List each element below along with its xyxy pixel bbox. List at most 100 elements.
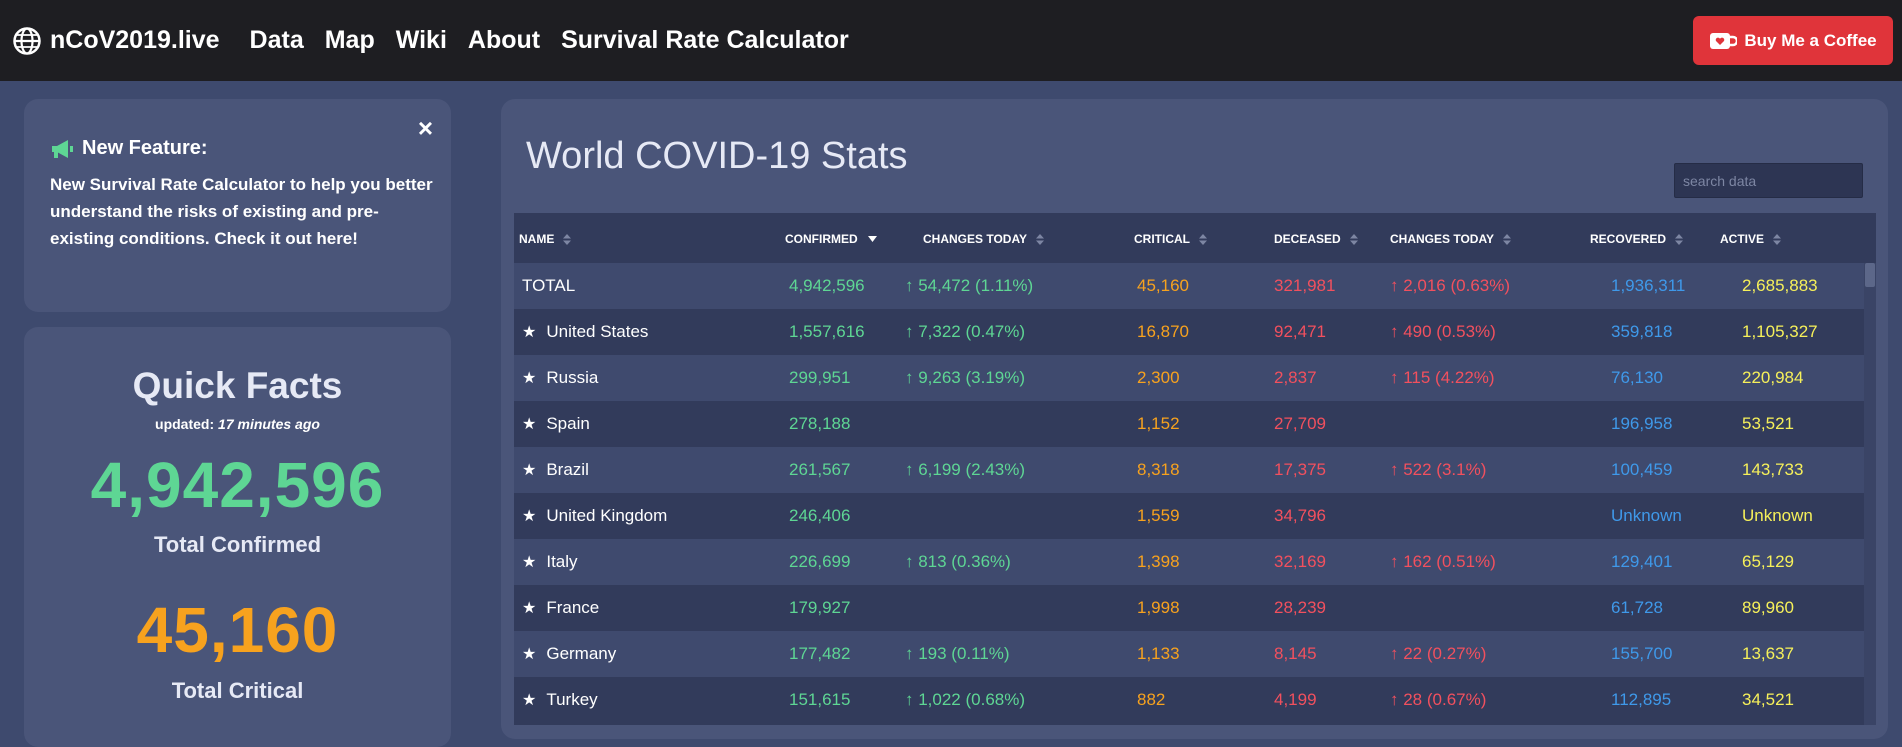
sort-desc-icon <box>867 236 877 242</box>
search-input[interactable] <box>1674 163 1863 198</box>
th-active[interactable]: ACTIVE <box>1720 232 1782 246</box>
cell-deceased-value: 8,145 <box>1274 644 1317 663</box>
nav-link-wiki[interactable]: Wiki <box>395 26 447 54</box>
cell-recovered: 155,700 <box>1611 631 1672 677</box>
cell-active-value: 34,521 <box>1742 690 1794 709</box>
cell-active: 89,960 <box>1742 585 1794 631</box>
cell-recovered-value: 76,130 <box>1611 368 1663 387</box>
buy-me-a-coffee-button[interactable]: Buy Me a Coffee <box>1693 16 1893 65</box>
cell-active: 1,105,327 <box>1742 309 1818 355</box>
nav-link-about[interactable]: About <box>467 26 541 54</box>
cell-confirmed-value: 177,482 <box>789 644 851 663</box>
cell-name: ★ Russia <box>522 355 598 401</box>
table-row[interactable]: ★ France 179,927 1,998 28,239 61,728 89,960 <box>514 585 1864 631</box>
updated-time: updated: 17 minutes ago <box>24 416 451 432</box>
table-row[interactable]: ★ Brazil 261,567 ↑ 6,199 (2.43%) 8,318 17,375… <box>514 447 1864 493</box>
cell-confirmed-value: 179,927 <box>789 598 851 617</box>
cell-deceased-change-value: ↑ 22 (0.27%) <box>1390 644 1487 663</box>
cell-name: TOTAL <box>522 263 575 309</box>
cell-deceased-change-value: ↑ 490 (0.53%) <box>1390 322 1496 341</box>
cell-confirmed-change: ↑ 7,322 (0.47%) <box>905 309 1025 355</box>
cell-critical: 882 <box>1137 677 1165 723</box>
star-icon[interactable]: ★ <box>522 646 537 663</box>
cell-critical-value: 1,152 <box>1137 414 1180 433</box>
nav-link-map[interactable]: Map <box>324 26 375 54</box>
star-icon[interactable]: ★ <box>522 508 537 525</box>
star-icon[interactable]: ★ <box>522 370 537 387</box>
column-header-label: CRITICAL <box>1134 232 1190 246</box>
th-critical[interactable]: CRITICAL <box>1134 232 1207 246</box>
cell-name: ★ Turkey <box>522 677 598 723</box>
table-row[interactable]: ★ United Kingdom 246,406 1,559 34,796 Unknown… <box>514 493 1864 539</box>
cell-deceased-change: ↑ 490 (0.53%) <box>1390 309 1496 355</box>
th-name[interactable]: NAME <box>519 232 572 246</box>
cell-confirmed-value: 261,567 <box>789 460 851 479</box>
table-scrollbar[interactable] <box>1864 263 1876 725</box>
th-deceased-changes[interactable]: CHANGES TODAY <box>1390 232 1512 246</box>
cell-critical: 1,398 <box>1137 539 1180 585</box>
th-recovered[interactable]: RECOVERED <box>1590 232 1684 246</box>
cell-critical-value: 16,870 <box>1137 322 1189 341</box>
cell-confirmed-change-value: ↑ 9,263 (3.19%) <box>905 368 1026 387</box>
star-icon[interactable]: ★ <box>522 462 537 479</box>
close-icon[interactable]: × <box>417 113 433 143</box>
nav-link-survival-calculator[interactable]: Survival Rate Calculator <box>561 26 849 54</box>
cell-confirmed-change: ↑ 54,472 (1.11%) <box>905 263 1033 309</box>
cell-critical-value: 1,133 <box>1137 644 1180 663</box>
cell-active-value: 53,521 <box>1742 414 1794 433</box>
table-body: TOTAL 4,942,596 ↑ 54,472 (1.11%) 45,160 321,… <box>514 263 1864 723</box>
cell-recovered: 100,459 <box>1611 447 1672 493</box>
star-icon[interactable]: ★ <box>522 324 537 341</box>
cell-deceased-value: 28,239 <box>1274 598 1326 617</box>
th-deceased[interactable]: DECEASED <box>1274 232 1358 246</box>
table-row[interactable]: ★ Italy 226,699 ↑ 813 (0.36%) 1,398 32,169 ↑ 1… <box>514 539 1864 585</box>
coffee-button-label: Buy Me a Coffee <box>1744 30 1877 50</box>
table-row[interactable]: ★ Germany 177,482 ↑ 193 (0.11%) 1,133 8,145 ↑ … <box>514 631 1864 677</box>
table-row[interactable]: TOTAL 4,942,596 ↑ 54,472 (1.11%) 45,160 321,… <box>514 263 1864 309</box>
cell-confirmed: 226,699 <box>789 539 850 585</box>
cell-critical: 16,870 <box>1137 309 1189 355</box>
cell-name-value: Turkey <box>546 690 598 709</box>
cell-confirmed: 246,406 <box>789 493 850 539</box>
table-row[interactable]: ★ United States 1,557,616 ↑ 7,322 (0.47%) 16… <box>514 309 1864 355</box>
table-row[interactable]: ★ Turkey 151,615 ↑ 1,022 (0.68%) 882 4,199 ↑ 2… <box>514 677 1864 723</box>
star-icon[interactable]: ★ <box>522 416 537 433</box>
cell-deceased: 34,796 <box>1274 493 1326 539</box>
cell-critical-value: 45,160 <box>1137 276 1189 295</box>
cell-recovered: 1,936,311 <box>1611 263 1685 309</box>
table-row[interactable]: ★ Spain 278,188 1,152 27,709 196,958 53,521 <box>514 401 1864 447</box>
cell-deceased-change-value: ↑ 28 (0.67%) <box>1390 690 1487 709</box>
cell-confirmed-change: ↑ 193 (0.11%) <box>905 631 1010 677</box>
cell-recovered-value: 196,958 <box>1611 414 1673 433</box>
star-icon[interactable]: ★ <box>522 600 537 617</box>
cell-confirmed: 177,482 <box>789 631 850 677</box>
cell-confirmed-change: ↑ 6,199 (2.43%) <box>905 447 1025 493</box>
total-confirmed-value: 4,942,596 <box>90 449 385 521</box>
star-icon[interactable]: ★ <box>522 692 537 709</box>
th-confirmed[interactable]: CONFIRMED <box>785 232 877 246</box>
cell-confirmed-value: 151,615 <box>789 690 851 709</box>
cell-deceased-value: 34,796 <box>1274 506 1326 525</box>
total-critical-label: Total Critical <box>171 678 304 703</box>
cell-deceased-value: 321,981 <box>1274 276 1336 295</box>
cell-recovered-value: 100,459 <box>1611 460 1673 479</box>
cell-confirmed: 179,927 <box>789 585 850 631</box>
cell-confirmed-value: 299,951 <box>789 368 851 387</box>
new-feature-card: New Feature: New Survival Rate Calculato… <box>24 99 451 312</box>
th-confirmed-changes[interactable]: CHANGES TODAY <box>923 232 1045 246</box>
scrollbar-thumb[interactable] <box>1865 263 1875 287</box>
star-icon[interactable]: ★ <box>522 554 537 571</box>
cell-active: 2,685,883 <box>1742 263 1818 309</box>
cell-recovered: 196,958 <box>1611 401 1672 447</box>
cell-deceased-change: ↑ 22 (0.27%) <box>1390 631 1486 677</box>
cell-deceased: 4,199 <box>1274 677 1317 723</box>
feature-description[interactable]: New Survival Rate Calculator to help you… <box>50 175 433 248</box>
cell-confirmed: 261,567 <box>789 447 850 493</box>
brand-link[interactable]: nCoV2019.live <box>13 26 220 55</box>
cell-deceased: 27,709 <box>1274 401 1326 447</box>
cell-name: ★ Germany <box>522 631 616 677</box>
cell-active-value: 13,637 <box>1742 644 1794 663</box>
nav-link-data[interactable]: Data <box>249 26 304 54</box>
table-row[interactable]: ★ Russia 299,951 ↑ 9,263 (3.19%) 2,300 2,837 ↑… <box>514 355 1864 401</box>
cell-deceased: 17,375 <box>1274 447 1326 493</box>
